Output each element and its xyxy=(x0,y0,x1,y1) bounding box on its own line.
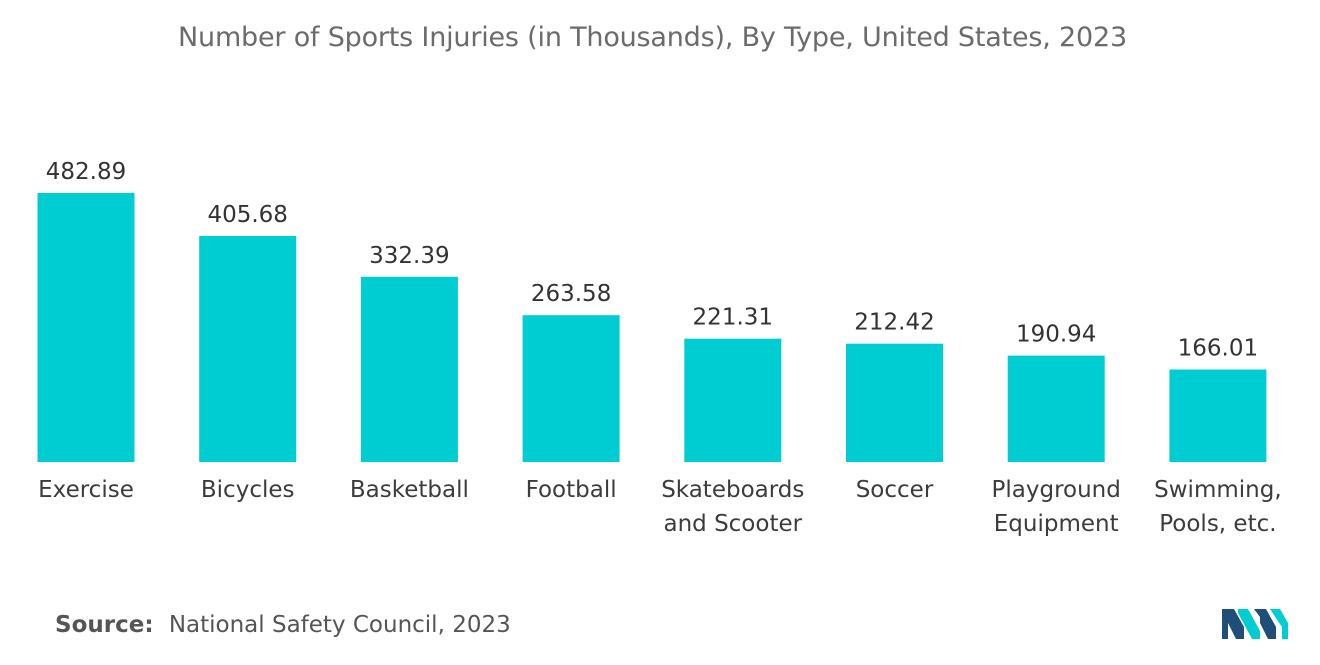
bar-1 xyxy=(199,236,297,462)
category-label-7-line-0: Swimming, xyxy=(1154,477,1282,503)
bar-chart: 482.89 Exercise 405.68 Bicycles 332.39 Basket… xyxy=(37,159,1282,537)
bar-2 xyxy=(360,276,458,462)
mordor-intelligence-logo-icon xyxy=(1222,609,1288,639)
value-label-1: 405.68 xyxy=(207,202,287,228)
bar-4 xyxy=(684,338,782,462)
category-label-3: Football xyxy=(526,477,617,503)
bar-0 xyxy=(37,193,135,462)
bar-3 xyxy=(522,315,620,462)
bar-6 xyxy=(1007,355,1105,462)
value-label-6: 190.94 xyxy=(1016,322,1096,348)
source-text: National Safety Council, 2023 xyxy=(168,612,511,638)
category-label-4-line-1: and Scooter xyxy=(663,511,802,537)
source-note: Source: National Safety Council, 2023 xyxy=(55,612,511,638)
value-label-3: 263.58 xyxy=(531,281,611,307)
category-label-1: Bicycles xyxy=(201,477,295,503)
value-label-4: 221.31 xyxy=(693,305,773,331)
source-label: Source: xyxy=(55,612,154,638)
value-label-0: 482.89 xyxy=(46,159,126,185)
category-label-2: Basketball xyxy=(350,477,469,503)
value-label-2: 332.39 xyxy=(369,243,449,269)
chart-title: Number of Sports Injuries (in Thousands)… xyxy=(178,22,1127,53)
category-label-4-line-0: Skateboards xyxy=(661,477,804,503)
value-label-7: 166.01 xyxy=(1178,336,1258,362)
bar-5 xyxy=(846,343,943,462)
category-label-7-line-1: Pools, etc. xyxy=(1159,511,1276,537)
category-label-6-line-1: Equipment xyxy=(994,511,1119,537)
bar-7 xyxy=(1169,369,1267,462)
category-label-5: Soccer xyxy=(856,477,934,503)
value-label-5: 212.42 xyxy=(854,310,934,336)
category-label-0: Exercise xyxy=(38,477,134,503)
category-label-6-line-0: Playground xyxy=(992,477,1121,503)
